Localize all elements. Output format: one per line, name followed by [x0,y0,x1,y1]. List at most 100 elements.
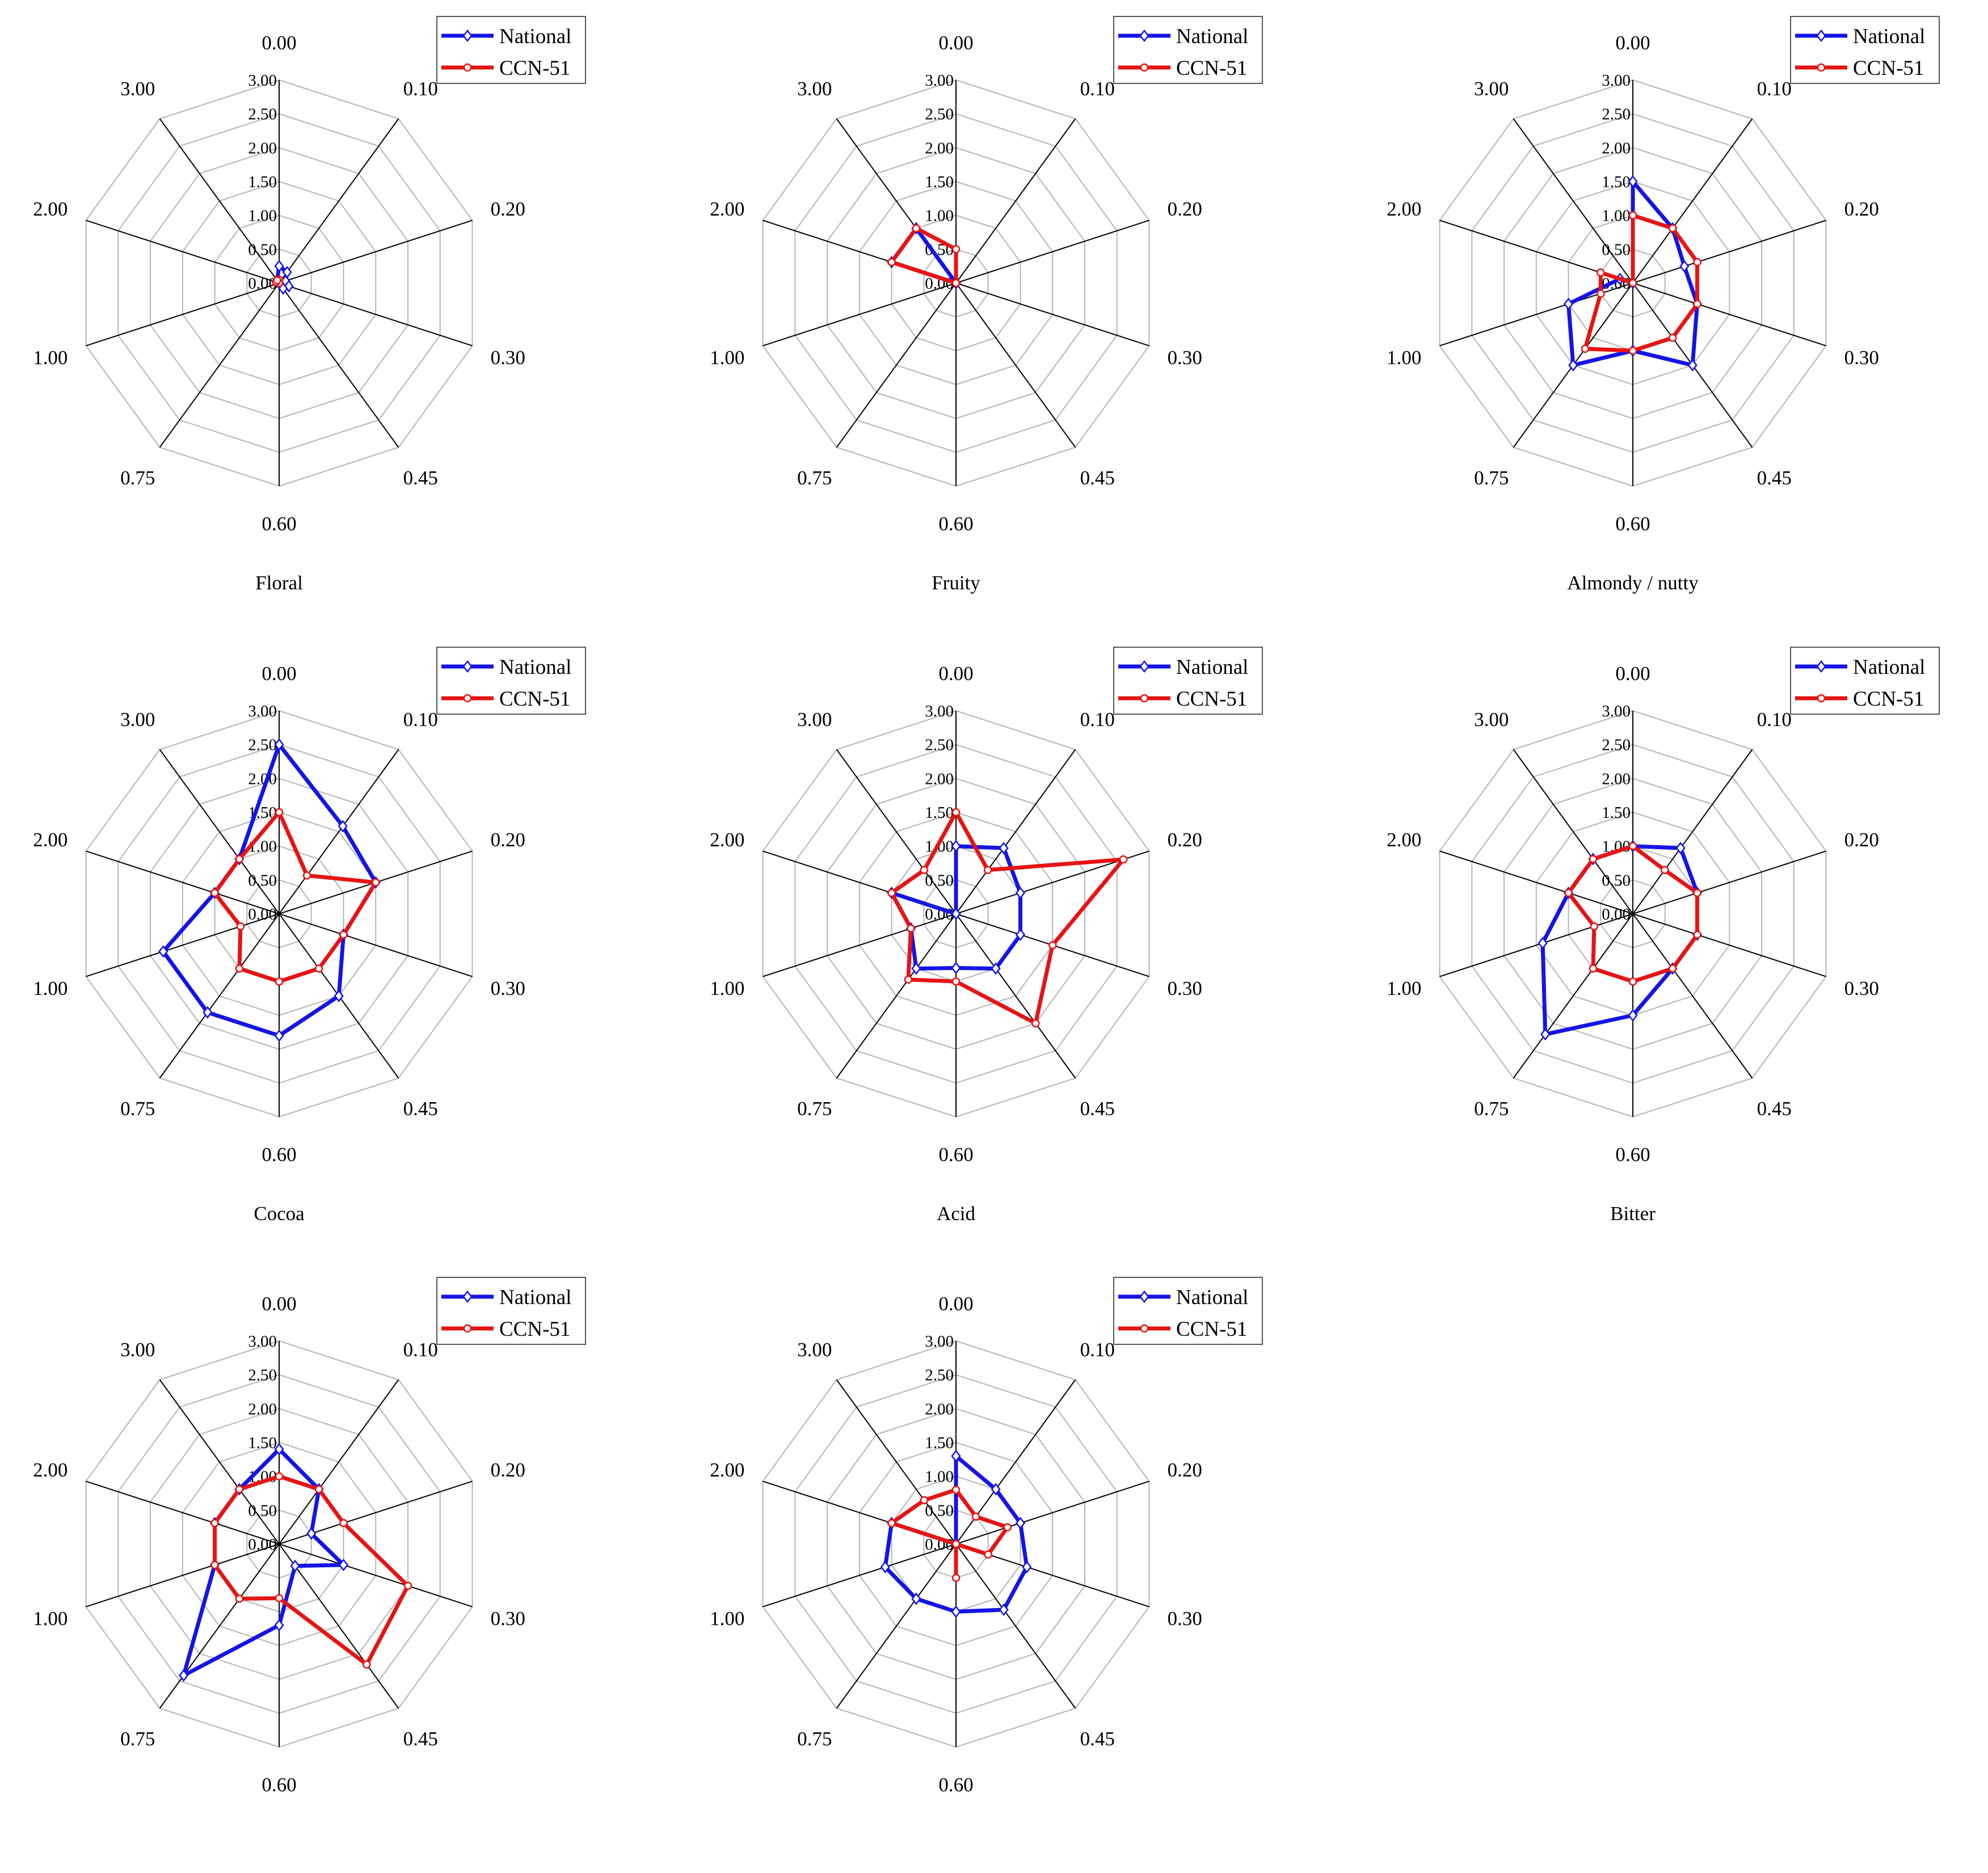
category-label: 0.45 [403,1098,438,1120]
data-point-ccn51 [951,1539,961,1549]
axis-spoke [955,1480,1149,1545]
category-label: 0.10 [403,1339,438,1361]
data-point-ccn51 [1564,888,1573,897]
data-point-ccn51 [1589,964,1598,973]
data-point-national [951,907,961,921]
axis-spoke [955,913,1076,1079]
data-point-ccn51 [275,1472,284,1480]
axis-spoke [159,282,280,448]
legend: National CCN-51 [436,16,586,84]
category-label: 0.20 [1168,198,1202,220]
category-label: 0.00 [938,663,973,685]
category-label: 0.45 [403,1728,438,1750]
radial-tick-label: 3.00 [925,702,954,720]
radial-tick-label: 2.50 [1602,736,1631,754]
axis-spoke [279,749,399,914]
data-point-national [951,1605,961,1618]
radial-tick-label: 1.50 [1602,804,1631,822]
data-point-ccn51 [1031,1019,1040,1028]
axis-spoke [763,282,957,347]
axis-spoke [955,118,1076,284]
category-label: 2.00 [33,1459,68,1481]
data-point-ccn51 [275,1594,284,1602]
radial-tick-label: 0.00 [248,275,277,293]
data-point-national [911,1592,921,1605]
axis-spoke [1513,749,1633,914]
legend-label: CCN-51 [1176,687,1247,711]
data-point-ccn51 [1628,347,1637,355]
category-label: 0.20 [1168,829,1202,851]
data-point-ccn51 [1589,855,1598,863]
legend-label: National [499,656,571,679]
axis-spoke [763,1543,957,1608]
legend-marker [462,660,473,673]
data-point-national [1015,887,1026,900]
radial-tick-label: 1.50 [248,173,277,191]
category-label: 1.00 [710,347,744,369]
legend-marker [1817,694,1826,703]
data-point-national [1540,1028,1551,1041]
axis-spoke [836,1543,957,1709]
axis-spoke [1632,220,1826,284]
axis-spoke [1513,913,1633,1079]
axis-spoke [159,118,280,284]
category-label: 0.10 [1080,708,1115,731]
axis-spoke [1632,913,1753,1079]
data-point-ccn51 [403,1581,412,1591]
chart-title: Cocoa [254,1203,305,1225]
radial-tick-label: 0.50 [925,871,954,889]
axis-spoke [955,1543,1076,1709]
axis-spoke [159,913,280,1079]
legend-label: National [1176,25,1248,48]
category-label: 0.60 [1615,1144,1650,1166]
category-label: 0.45 [403,467,438,489]
data-point-national [880,1560,890,1574]
axis-spoke [836,749,957,914]
axis-spoke [279,1543,473,1608]
data-point-ccn51 [951,1486,961,1494]
data-point-ccn51 [314,964,323,973]
data-point-national [338,820,348,833]
legend-label: National [499,25,571,48]
category-label: 2.00 [33,198,68,220]
series-line-ccn51 [1583,213,1699,353]
data-point-ccn51 [1597,268,1605,277]
category-label: 1.00 [33,347,68,369]
radial-tick-label: 2.50 [248,736,277,754]
category-label: 0.10 [403,78,438,100]
data-point-national [274,1029,284,1042]
axis-spoke [955,282,1149,347]
axis-spoke [1632,913,1826,977]
category-label: 1.00 [710,977,744,999]
radial-tick-label: 2.00 [1602,139,1631,157]
radar-chart-2: 0.000.501.001.502.002.503.000.000.100.20… [710,16,1263,594]
radial-tick-label: 0.00 [1602,905,1631,923]
data-point-national [203,1006,213,1019]
category-label: 0.75 [1474,1098,1509,1120]
chart-title: Floral [255,572,303,594]
data-point-ccn51 [887,888,896,897]
category-label: 3.00 [797,78,832,100]
radial-tick-label: 2.00 [248,139,277,157]
legend-label: CCN-51 [499,1318,570,1341]
data-point-national [338,1558,349,1571]
data-point-ccn51 [971,1512,980,1521]
data-point-ccn51 [887,258,896,267]
category-label: 3.00 [797,1339,832,1361]
chart-title: Bitter [1610,1203,1656,1225]
legend-box [1790,16,1940,84]
category-label: 3.00 [120,708,155,731]
axis-spoke [1632,749,1753,914]
data-point-ccn51 [371,878,380,887]
legend-label: National [1176,656,1248,679]
data-point-ccn51 [1628,211,1637,220]
data-point-ccn51 [210,1560,219,1570]
category-label: 0.75 [797,467,832,489]
legend: National CCN-51 [436,1277,586,1345]
legend-marker [1817,63,1826,72]
data-point-national [911,962,921,975]
category-label: 0.30 [1844,977,1879,999]
data-point-ccn51 [1628,977,1637,986]
radial-tick-label: 3.00 [248,1332,277,1351]
data-point-ccn51 [920,1496,929,1505]
